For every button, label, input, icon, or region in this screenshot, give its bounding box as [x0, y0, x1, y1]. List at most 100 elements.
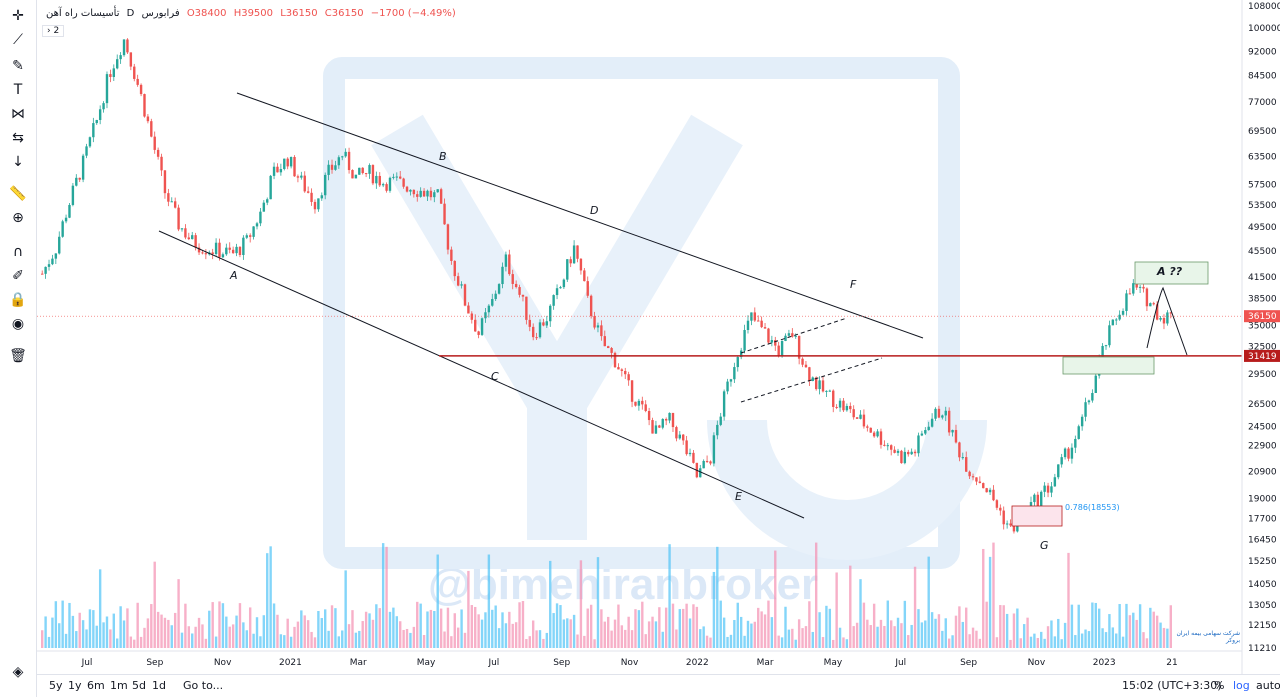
candle-body: [947, 410, 951, 433]
candle-body: [306, 191, 310, 193]
timeframe-5d[interactable]: 5d: [132, 679, 146, 692]
auto-toggle[interactable]: auto: [1256, 679, 1280, 692]
candle-body: [641, 400, 644, 405]
volume-bar: [279, 634, 283, 648]
candle-body: [477, 331, 480, 335]
volume-bar: [194, 626, 197, 648]
volume-bar: [1063, 622, 1067, 648]
volume-bar: [617, 604, 620, 648]
timeframe-5y[interactable]: 5y: [49, 679, 63, 692]
volume-bar: [992, 542, 995, 648]
x-tick-label: Jul: [894, 658, 906, 668]
volume-bars: [41, 542, 1172, 648]
time-axis[interactable]: Jul Sep Nov 2021 Mar May Jul Sep Nov 2022 Mar May Ju…: [37, 650, 1242, 668]
trendline-icon[interactable]: ⟋: [13, 32, 23, 48]
brush-icon[interactable]: ✎: [12, 58, 24, 74]
log-toggle[interactable]: log: [1233, 679, 1250, 692]
magnet-icon[interactable]: ∩: [12, 244, 24, 260]
candle-body: [528, 319, 531, 327]
volume-bar: [156, 611, 160, 648]
volume-bar: [105, 616, 109, 648]
candle-body: [347, 151, 351, 171]
candle-body: [405, 186, 409, 192]
candle-body: [245, 235, 248, 238]
ruler-icon[interactable]: 📏: [9, 186, 27, 202]
candle-body: [296, 176, 300, 178]
volume-bar: [1053, 636, 1057, 648]
layers-icon[interactable]: ◈: [12, 664, 24, 680]
candle-body: [995, 500, 999, 508]
candle-body: [1169, 312, 1172, 314]
arrow-down-icon[interactable]: ↓: [12, 154, 24, 170]
y-tick-label: 32500: [1248, 342, 1277, 352]
volume-bar: [613, 619, 617, 648]
crosshair-icon[interactable]: ✛: [12, 8, 24, 24]
collapse-button[interactable]: › 2: [42, 25, 65, 37]
candle-body: [750, 312, 753, 321]
candle-body: [286, 158, 289, 167]
candle-body: [644, 404, 647, 411]
candle-body: [58, 236, 61, 254]
candle-body: [303, 175, 306, 192]
volume-bar: [930, 612, 934, 648]
label-1: B: [439, 150, 447, 163]
candle-body: [334, 165, 337, 170]
lock-icon[interactable]: 🔒: [9, 292, 27, 308]
volume-bar: [347, 624, 351, 648]
volume-bar: [927, 556, 930, 648]
candle-body: [102, 103, 105, 110]
trash-icon[interactable]: 🗑: [9, 348, 27, 364]
interval-label[interactable]: D: [126, 8, 135, 19]
zoom-icon[interactable]: ⊕: [12, 210, 24, 226]
logo-frame: [323, 57, 960, 569]
volume-bar: [651, 616, 654, 648]
candle-body: [1138, 286, 1142, 288]
candle-body: [716, 424, 719, 436]
volume-bar: [204, 638, 208, 648]
timeframe-1m[interactable]: 1m: [110, 679, 128, 692]
volume-bar: [392, 607, 395, 648]
price-chart[interactable]: 108000 100000 92000 84500 77000 69500 63500 575…: [37, 0, 1280, 674]
text-icon[interactable]: T: [13, 82, 23, 98]
timeframe-1d[interactable]: 1d: [152, 679, 166, 692]
volume-bar: [654, 621, 658, 648]
symbol-name[interactable]: تأسیسات راه آهن: [46, 8, 120, 19]
timezone-label[interactable]: 15:02 (UTC+3:30): [1122, 679, 1222, 692]
y-tick-label: 53500: [1248, 201, 1277, 211]
y-tick-label: 14050: [1248, 580, 1277, 590]
candle-body: [300, 175, 303, 178]
goto-button[interactable]: Go to...: [183, 679, 224, 692]
volume-bar: [81, 620, 85, 648]
volume-bar: [283, 635, 286, 648]
candle-body: [1074, 438, 1077, 448]
volume-bar: [1009, 639, 1012, 648]
y-tick-label: 63500: [1248, 153, 1277, 163]
volume-bar: [808, 601, 811, 648]
close-value: C36150: [324, 8, 364, 19]
volume-bar: [351, 610, 354, 648]
candle-body: [855, 417, 859, 419]
candle-body: [617, 367, 620, 370]
eye-icon[interactable]: ◉: [11, 316, 25, 332]
volume-bar: [426, 611, 429, 648]
candle-body: [920, 433, 924, 436]
candle-body: [293, 156, 296, 177]
prediction-icon[interactable]: ⇆: [12, 130, 24, 146]
price-axis[interactable]: 108000 100000 92000 84500 77000 69500 63500 575…: [1241, 0, 1280, 674]
timeframe-1y[interactable]: 1y: [68, 679, 82, 692]
candle-body: [1043, 485, 1046, 492]
candle-body: [1094, 375, 1097, 393]
volume-bar: [712, 571, 716, 648]
percent-toggle[interactable]: %: [1214, 679, 1225, 692]
volume-bar: [743, 635, 746, 648]
lock-drawing-icon[interactable]: ✐: [12, 268, 24, 284]
volume-bar: [814, 542, 818, 648]
volume-bar: [368, 613, 371, 648]
candle-body: [975, 477, 978, 482]
volume-bar: [852, 626, 855, 648]
price-tag: [1244, 349, 1280, 362]
timeframe-6m[interactable]: 6m: [87, 679, 105, 692]
volume-bar: [566, 618, 569, 648]
candle-body: [917, 435, 920, 454]
pattern-icon[interactable]: ⋈: [11, 106, 25, 122]
